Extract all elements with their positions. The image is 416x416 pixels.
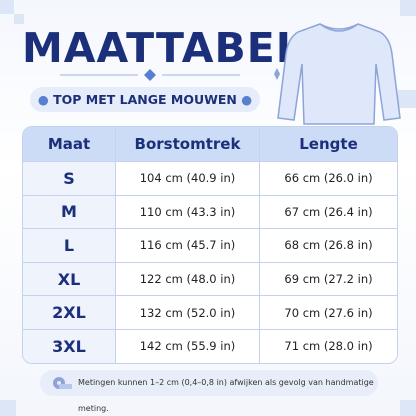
- column-header: Maat: [23, 127, 115, 161]
- footnote: Metingen kunnen 1–2 cm (0,4–0,8 in) afwi…: [40, 370, 378, 413]
- decor: [0, 400, 16, 416]
- value-cell: 68 cm (26.8 in): [259, 228, 397, 262]
- size-cell: 2XL: [23, 295, 115, 329]
- footnote-text: Metingen kunnen 1–2 cm (0,4–0,8 in) afwi…: [78, 378, 374, 413]
- size-cell: M: [23, 194, 115, 229]
- value-cell: 71 cm (28.0 in): [259, 329, 397, 363]
- decor: [400, 0, 416, 16]
- value-cell: 142 cm (55.9 in): [115, 329, 259, 363]
- value-cell: 104 cm (40.9 in): [115, 161, 259, 195]
- decor: [398, 90, 416, 108]
- value-cell: 116 cm (45.7 in): [115, 228, 259, 262]
- subtitle-text: TOP MET LANGE MOUWEN: [53, 92, 237, 107]
- size-cell: S: [23, 161, 115, 195]
- size-table: Maat Borstomtrek Lengte S 104 cm (40.9 in) 66…: [22, 126, 398, 364]
- column-header: Lengte: [259, 127, 397, 161]
- column-header: Borstomtrek: [115, 127, 259, 161]
- subtitle: ● TOP MET LANGE MOUWEN ●: [30, 87, 260, 112]
- decor: [14, 14, 24, 24]
- value-cell: 66 cm (26.0 in): [259, 161, 397, 195]
- size-cell: 3XL: [23, 329, 115, 363]
- decor: [0, 0, 14, 14]
- value-cell: 122 cm (48.0 in): [115, 261, 259, 296]
- value-cell: 132 cm (52.0 in): [115, 295, 259, 329]
- divider: [60, 69, 240, 81]
- size-cell: L: [23, 228, 115, 262]
- value-cell: 110 cm (43.3 in): [115, 194, 259, 229]
- value-cell: 67 cm (26.4 in): [259, 194, 397, 229]
- title: MAATTABEL: [22, 24, 303, 72]
- value-cell: 70 cm (27.6 in): [259, 295, 397, 329]
- value-cell: 69 cm (27.2 in): [259, 261, 397, 296]
- tape-icon: [53, 377, 72, 389]
- decor: [400, 400, 416, 416]
- sweater-icon: [274, 23, 401, 125]
- size-cell: XL: [23, 261, 115, 296]
